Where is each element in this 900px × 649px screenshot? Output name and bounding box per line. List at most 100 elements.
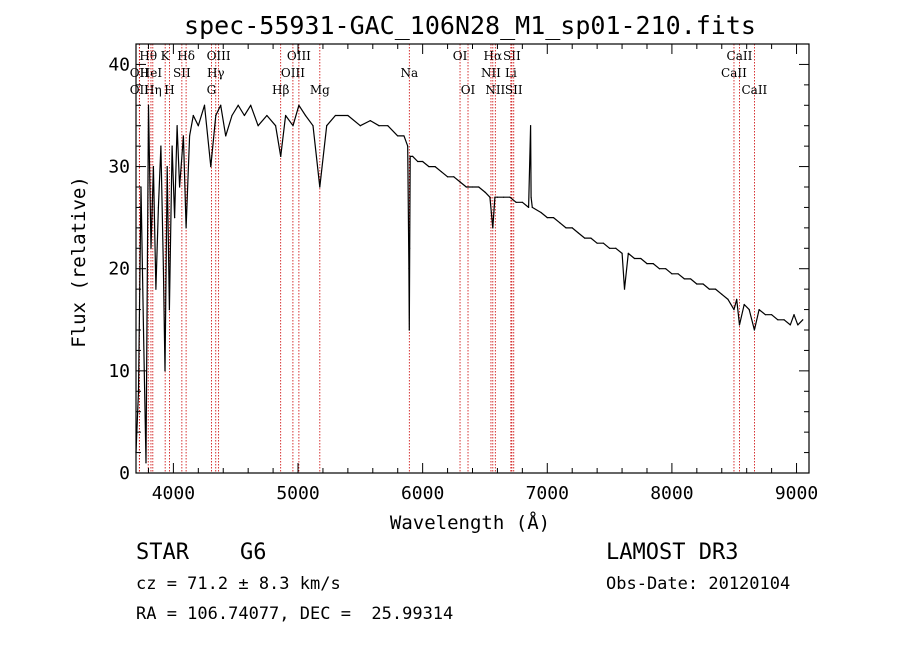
data-point-30 bbox=[237, 104, 239, 106]
data-point-124 bbox=[783, 319, 785, 321]
data-point-55 bbox=[409, 247, 411, 249]
data-point-109 bbox=[702, 283, 704, 285]
data-point-62 bbox=[440, 171, 442, 173]
data-point-85 bbox=[559, 222, 561, 224]
data-point-87 bbox=[571, 227, 573, 229]
data-point-29 bbox=[231, 114, 233, 117]
data-point-35 bbox=[274, 125, 277, 127]
marker-label-2: OII bbox=[130, 83, 150, 97]
object-subclass: G6 bbox=[240, 540, 267, 565]
marker-label-20: NII bbox=[481, 66, 501, 80]
data-point-36 bbox=[280, 155, 282, 157]
data-point-65 bbox=[459, 181, 461, 183]
data-point-108 bbox=[696, 283, 698, 285]
data-point-15 bbox=[171, 145, 173, 147]
data-point-27 bbox=[220, 104, 222, 106]
marker-label-7: H bbox=[164, 83, 174, 97]
data-point-48 bbox=[378, 125, 380, 127]
data-point-21 bbox=[188, 135, 191, 137]
data-point-125 bbox=[789, 324, 791, 326]
data-point-106 bbox=[683, 278, 685, 280]
data-point-79 bbox=[529, 125, 532, 127]
data-point-49 bbox=[387, 125, 389, 127]
marker-label-9: OIII bbox=[207, 49, 231, 63]
data-point-97 bbox=[627, 252, 629, 254]
data-point-105 bbox=[677, 273, 679, 275]
marker-label-27: CaII bbox=[741, 83, 767, 97]
data-point-7 bbox=[152, 165, 155, 168]
x-tick-label-4000: 4000 bbox=[152, 483, 195, 504]
marker-label-23: Li bbox=[505, 66, 517, 80]
data-point-41 bbox=[312, 125, 314, 127]
data-point-117 bbox=[743, 303, 745, 306]
data-point-33 bbox=[257, 125, 259, 127]
data-point-101 bbox=[652, 263, 654, 265]
y-axis-label: Flux (relative) bbox=[68, 176, 90, 348]
y-tick-label-10: 10 bbox=[108, 361, 130, 382]
data-point-46 bbox=[359, 125, 361, 127]
data-point-91 bbox=[596, 242, 598, 244]
axes: 4000 5000 6000 7000 8000 9000 0 10 20 30 40 bbox=[108, 43, 818, 504]
data-point-19 bbox=[182, 135, 184, 137]
data-point-6 bbox=[150, 247, 152, 249]
coordinates: RA = 106.74077, DEC = 25.99314 bbox=[136, 604, 454, 624]
data-point-103 bbox=[665, 268, 667, 270]
marker-label-26: CaII bbox=[721, 66, 747, 80]
data-point-122 bbox=[771, 314, 773, 316]
data-point-37 bbox=[284, 114, 287, 117]
data-point-116 bbox=[738, 324, 741, 326]
data-point-31 bbox=[243, 114, 246, 117]
marker-label-13: OIII bbox=[281, 66, 305, 80]
series-layer bbox=[135, 104, 804, 464]
data-point-34 bbox=[266, 114, 268, 117]
data-point-51 bbox=[403, 135, 405, 137]
data-point-99 bbox=[640, 257, 642, 260]
data-point-110 bbox=[708, 288, 710, 290]
data-point-71 bbox=[492, 227, 494, 229]
data-point-64 bbox=[453, 176, 455, 178]
y-tick-label-20: 20 bbox=[108, 259, 130, 280]
marker-label-14: Hβ bbox=[272, 83, 289, 97]
x-tick-label-5000: 5000 bbox=[276, 483, 319, 504]
data-point-24 bbox=[203, 104, 206, 106]
data-point-8 bbox=[155, 288, 157, 290]
data-point-92 bbox=[602, 242, 604, 244]
data-point-127 bbox=[797, 324, 799, 326]
data-point-104 bbox=[671, 273, 673, 275]
data-point-3 bbox=[142, 329, 145, 331]
marker-label-19: Hα bbox=[484, 49, 503, 63]
data-point-67 bbox=[471, 186, 474, 188]
data-point-120 bbox=[758, 308, 760, 311]
marker-label-4: Hη bbox=[144, 83, 162, 97]
data-point-89 bbox=[584, 237, 586, 239]
x-axis-label: Wavelength (Å) bbox=[390, 511, 550, 534]
data-point-57 bbox=[412, 155, 414, 157]
data-point-13 bbox=[166, 165, 168, 168]
marker-label-22: SII bbox=[503, 49, 521, 63]
data-point-77 bbox=[521, 201, 523, 203]
observation-date: Obs-Date: 20120104 bbox=[606, 574, 791, 594]
data-point-66 bbox=[465, 186, 467, 188]
data-point-75 bbox=[509, 196, 511, 198]
data-point-40 bbox=[304, 114, 307, 117]
x-tick-label-7000: 7000 bbox=[526, 483, 569, 504]
marker-label-21: NII bbox=[485, 83, 505, 97]
data-point-86 bbox=[565, 227, 567, 229]
marker-label-5: K bbox=[161, 49, 171, 63]
data-point-119 bbox=[753, 329, 756, 331]
data-point-80 bbox=[530, 196, 532, 198]
data-point-39 bbox=[298, 104, 300, 106]
marker-label-1: OII bbox=[130, 66, 150, 80]
marker-label-12: OIII bbox=[287, 49, 311, 63]
data-point-82 bbox=[540, 211, 542, 214]
data-point-63 bbox=[446, 176, 449, 178]
data-point-59 bbox=[422, 160, 424, 163]
data-point-96 bbox=[623, 288, 626, 290]
data-point-112 bbox=[721, 293, 723, 295]
data-point-113 bbox=[727, 298, 729, 300]
redshift-cz: cz = 71.2 ± 8.3 km/s bbox=[136, 574, 341, 594]
data-point-45 bbox=[347, 114, 349, 117]
data-point-90 bbox=[590, 237, 592, 239]
data-point-28 bbox=[225, 135, 227, 137]
